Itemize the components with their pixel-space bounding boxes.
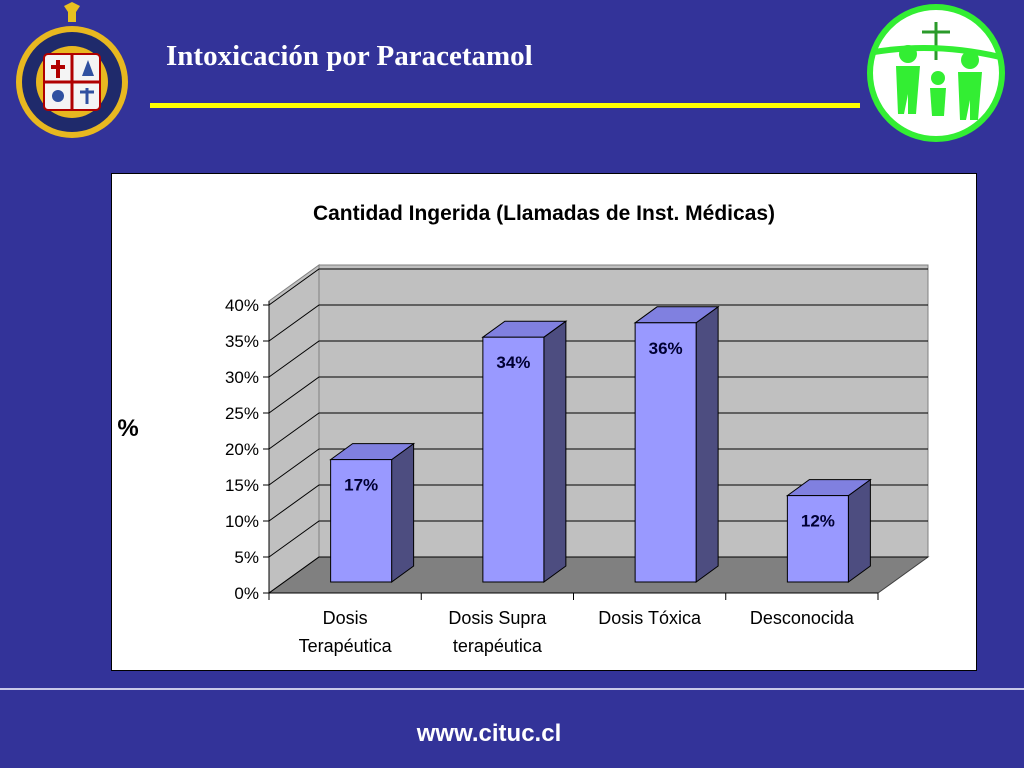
data-label: 34% bbox=[496, 353, 530, 372]
gridline bbox=[268, 376, 928, 414]
bar bbox=[634, 322, 697, 583]
data-label: 36% bbox=[649, 339, 683, 358]
bar-side bbox=[847, 478, 871, 583]
gridline bbox=[268, 520, 928, 558]
y-tick-label: 10% bbox=[225, 512, 259, 531]
gridline bbox=[268, 340, 928, 378]
gridline bbox=[268, 268, 928, 306]
chart-title: Cantidad Ingerida (Llamadas de Inst. Méd… bbox=[313, 202, 775, 225]
family-cross-logo-icon bbox=[867, 4, 1005, 142]
plot-area: 0% 5% 10% 15% 20% 25% 30% 35% 40% 17% Dosis Terapéu… bbox=[225, 264, 930, 656]
bar-side bbox=[543, 320, 567, 583]
x-tick-label: terapéutica bbox=[453, 636, 543, 656]
gridline bbox=[268, 412, 928, 450]
footer-url[interactable]: www.cituc.cl bbox=[416, 720, 562, 747]
chart-side-wall bbox=[268, 264, 320, 594]
x-tick-label: Dosis Tóxica bbox=[598, 608, 702, 628]
footer-divider bbox=[0, 688, 1024, 690]
bar-side bbox=[391, 442, 415, 583]
x-tick-label: Dosis Supra bbox=[448, 608, 547, 628]
bar bbox=[330, 459, 393, 583]
y-tick-label: 20% bbox=[225, 440, 259, 459]
title-underline bbox=[150, 103, 860, 108]
slide-title: Intoxicación por Paracetamol bbox=[166, 40, 533, 72]
gridline bbox=[268, 484, 928, 522]
y-tick-label: 25% bbox=[225, 404, 259, 423]
bar bbox=[482, 336, 545, 583]
y-tick-label: 0% bbox=[234, 584, 259, 603]
bar bbox=[786, 495, 849, 583]
data-label: 17% bbox=[344, 476, 378, 495]
y-tick-label: 35% bbox=[225, 332, 259, 351]
y-axis-title: % bbox=[117, 415, 138, 442]
y-tick-label: 15% bbox=[225, 476, 259, 495]
x-tick-label: Desconocida bbox=[750, 608, 855, 628]
gridline bbox=[268, 448, 928, 486]
gridline bbox=[268, 556, 928, 594]
x-tick-label: Terapéutica bbox=[299, 636, 393, 656]
bar-side bbox=[695, 305, 719, 583]
x-tick-label: Dosis bbox=[323, 608, 368, 628]
y-tick-label: 40% bbox=[225, 296, 259, 315]
bar-chart: Cantidad Ingerida (Llamadas de Inst. Méd… bbox=[117, 202, 930, 656]
y-tick-label: 5% bbox=[234, 548, 259, 567]
chart-frame: Cantidad Ingerida (Llamadas de Inst. Méd… bbox=[111, 173, 977, 671]
data-label: 12% bbox=[801, 512, 835, 531]
y-tick-label: 30% bbox=[225, 368, 259, 387]
university-crest-icon bbox=[16, 2, 128, 138]
gridline bbox=[268, 304, 928, 342]
